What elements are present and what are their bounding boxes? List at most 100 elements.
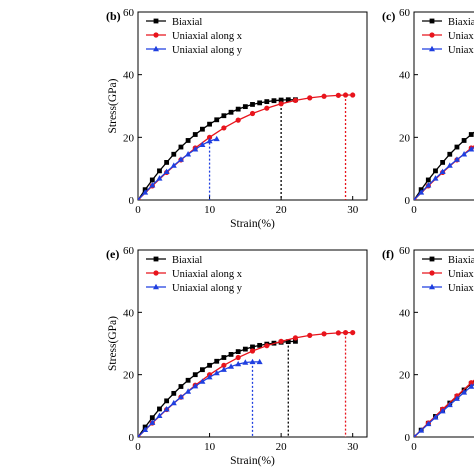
series-biaxial <box>138 338 298 437</box>
legend-marker <box>153 45 159 52</box>
x-axis-title: Strain(%) <box>230 218 275 230</box>
legend-marker <box>153 283 159 290</box>
data-point <box>335 92 341 98</box>
data-point <box>192 132 198 137</box>
data-point <box>157 406 162 412</box>
y-tick-label: 40 <box>123 70 135 82</box>
data-point <box>307 95 313 101</box>
series-uniaxial_y <box>414 383 474 437</box>
panel-b: 0 10 20 30 0 20 40 60 Strain(%) Stress(GPa) (b) Bia… <box>106 7 368 230</box>
legend-entry: Uniaxial along y <box>448 45 474 56</box>
data-point <box>242 104 248 110</box>
x-tick-label: 30 <box>347 204 359 216</box>
y-tick-label: 40 <box>399 70 411 82</box>
data-point <box>468 383 474 389</box>
legend-marker <box>429 256 435 262</box>
data-point <box>164 160 170 165</box>
data-point <box>425 182 432 188</box>
data-point <box>185 377 191 383</box>
data-point <box>292 335 299 341</box>
data-point <box>285 97 291 103</box>
legend-entry: Uniaxial along x <box>172 269 243 280</box>
legend-entry: Uniaxial along y <box>172 283 243 294</box>
data-point <box>242 359 249 365</box>
legend-marker <box>429 18 435 24</box>
data-point <box>446 401 453 408</box>
data-point <box>220 366 227 372</box>
panel-label: (f) <box>382 247 394 261</box>
data-point <box>228 109 234 115</box>
data-point <box>228 363 235 369</box>
data-point <box>447 151 453 157</box>
y-tick-label: 20 <box>123 370 135 382</box>
data-point <box>235 349 241 355</box>
y-tick-label: 20 <box>123 132 135 144</box>
plot-frame <box>413 11 474 201</box>
data-point <box>250 102 255 107</box>
data-point <box>264 343 270 349</box>
y-tick-label: 60 <box>123 245 135 257</box>
data-point <box>461 389 468 395</box>
series-line <box>138 340 296 437</box>
data-point <box>149 415 155 421</box>
legend-entry: Biaxial <box>172 17 202 28</box>
legend-entry: Uniaxial along x <box>448 31 474 42</box>
series-uniaxial_x <box>414 379 474 437</box>
series-uniaxial_y <box>138 135 220 200</box>
series-uniaxial_y <box>138 358 263 437</box>
legend: Biaxial Uniaxial along x Uniaxial along y <box>146 255 243 294</box>
data-point <box>414 196 416 200</box>
data-point <box>256 358 263 365</box>
data-point <box>418 427 425 433</box>
legend: Biaxial Uniaxial along x Uniaxial along y <box>422 17 474 56</box>
legend-entry: Uniaxial along x <box>172 31 243 42</box>
data-point <box>177 156 184 162</box>
legend-marker <box>153 256 159 262</box>
plot-area <box>138 92 356 200</box>
series-line <box>138 94 353 200</box>
data-point <box>228 352 234 357</box>
series-line <box>414 380 474 437</box>
data-point <box>453 395 460 401</box>
data-point <box>249 110 256 117</box>
data-point <box>432 414 439 420</box>
data-point <box>235 117 241 123</box>
legend-entry: Uniaxial along y <box>172 45 243 56</box>
data-point <box>454 144 460 150</box>
data-point <box>321 93 327 99</box>
data-point <box>425 420 432 427</box>
y-axis-title: Stress(GPa) <box>107 316 119 371</box>
y-tick-label: 60 <box>399 7 411 19</box>
data-point <box>142 426 149 433</box>
series-line <box>414 383 474 437</box>
data-point <box>200 126 205 132</box>
data-point <box>335 330 341 336</box>
data-point <box>250 344 255 350</box>
panel-label: (c) <box>382 9 395 23</box>
series-line <box>138 99 296 200</box>
data-point <box>163 406 170 412</box>
plot-area <box>414 379 474 437</box>
data-point <box>461 138 467 143</box>
data-point <box>249 348 256 354</box>
data-point <box>307 332 313 338</box>
series-line <box>414 146 474 200</box>
x-tick-label: 10 <box>204 441 216 453</box>
data-point <box>292 97 299 103</box>
series-uniaxial_y <box>414 146 474 200</box>
data-point <box>149 419 156 425</box>
data-point <box>425 177 431 183</box>
data-point <box>235 106 241 112</box>
x-tick-label: 0 <box>411 441 417 453</box>
data-point <box>178 144 184 150</box>
data-point <box>207 362 212 368</box>
legend-entry: Uniaxial along x <box>448 269 474 280</box>
legend-marker <box>429 270 435 276</box>
legend-marker <box>153 18 159 24</box>
data-point <box>446 162 453 168</box>
data-point <box>321 331 327 337</box>
data-point <box>439 168 446 174</box>
data-point <box>170 162 177 168</box>
data-point <box>156 175 163 181</box>
